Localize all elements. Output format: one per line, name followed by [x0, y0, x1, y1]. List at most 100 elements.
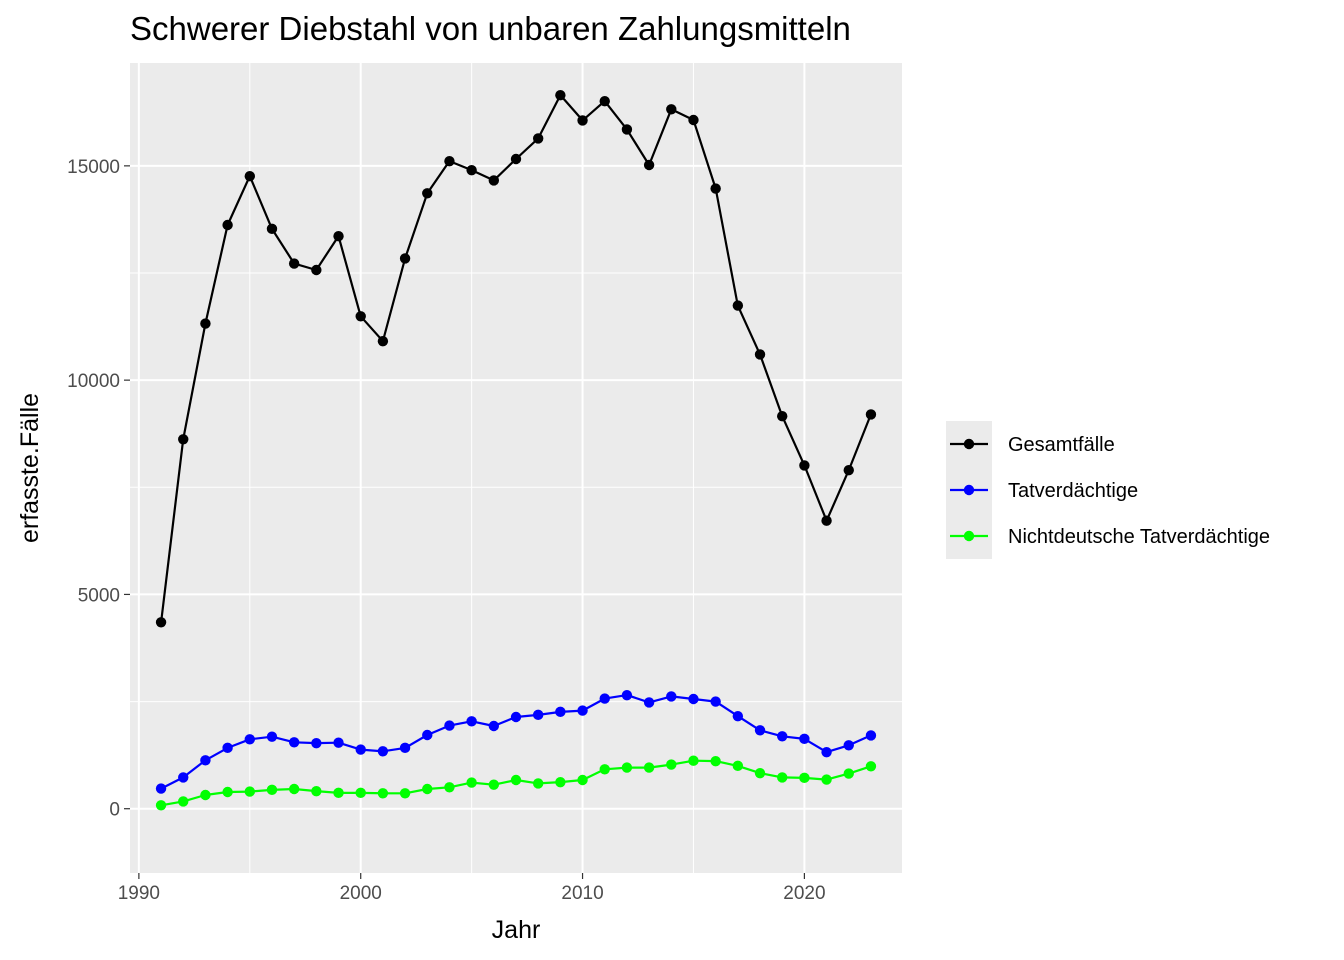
data-point	[799, 733, 810, 745]
y-axis-title: erfasste.Fälle	[16, 393, 44, 543]
data-point	[266, 223, 278, 235]
data-point	[488, 779, 500, 790]
data-point	[555, 706, 566, 718]
data-point	[311, 785, 322, 797]
data-point	[178, 434, 189, 445]
data-point	[155, 800, 167, 811]
data-point	[311, 264, 322, 276]
data-point	[311, 737, 322, 749]
legend-key-point	[963, 530, 975, 542]
data-point	[510, 711, 522, 723]
data-point	[865, 761, 877, 772]
x-tick-label: 2020	[783, 883, 825, 904]
data-point	[244, 170, 255, 182]
data-point	[399, 788, 411, 799]
data-point	[222, 219, 233, 231]
data-point	[222, 786, 233, 798]
data-point	[178, 772, 189, 783]
data-point	[266, 784, 278, 796]
y-tick-label: 0	[109, 800, 120, 821]
data-point	[599, 95, 610, 107]
data-point	[799, 772, 810, 784]
legend: Gesamtfälle Tatverdächtige Nichtdeutsche T…	[946, 421, 1270, 559]
legend-label: Nichtdeutsche Tatverdächtige	[1008, 526, 1270, 548]
series-layer	[155, 89, 877, 811]
data-point	[244, 786, 255, 797]
data-point	[643, 762, 655, 773]
data-point	[178, 796, 189, 807]
data-point	[333, 737, 344, 748]
data-point	[377, 788, 389, 799]
data-point	[488, 175, 500, 186]
data-point	[821, 515, 832, 526]
data-point	[155, 617, 167, 628]
data-point	[732, 760, 744, 772]
data-point	[444, 782, 455, 793]
data-point	[754, 767, 766, 779]
data-point	[710, 183, 721, 194]
data-point	[599, 693, 610, 704]
data-point	[799, 460, 810, 471]
legend-key-point	[963, 484, 975, 496]
data-point	[666, 104, 677, 115]
data-point	[621, 762, 633, 773]
data-point	[688, 693, 699, 705]
x-axis: 1990 2000 2010 2020	[118, 873, 826, 904]
data-point	[688, 114, 699, 126]
data-point	[643, 697, 655, 708]
data-point	[754, 349, 766, 360]
data-point	[266, 731, 278, 742]
data-point	[510, 153, 522, 165]
data-point	[333, 230, 344, 242]
x-tick-label: 2000	[340, 883, 382, 904]
chart-title: Schwerer Diebstahl von unbaren Zahlungsm…	[130, 10, 851, 47]
data-point	[732, 300, 744, 311]
data-point	[488, 720, 500, 732]
data-point	[288, 258, 300, 269]
y-axis: 0 5000 10000 15000	[67, 157, 130, 821]
data-point	[222, 742, 233, 754]
data-point	[510, 774, 522, 786]
data-point	[621, 124, 633, 135]
data-point	[200, 318, 211, 329]
data-point	[710, 755, 721, 767]
data-point	[777, 772, 788, 783]
legend-label: Gesamtfälle	[1008, 434, 1115, 456]
data-point	[288, 783, 300, 795]
data-point	[355, 787, 366, 799]
data-point	[532, 778, 544, 789]
data-point	[244, 734, 255, 745]
data-point	[200, 789, 211, 801]
data-point	[821, 774, 832, 785]
data-point	[666, 691, 677, 702]
data-point	[422, 783, 433, 795]
data-point	[155, 783, 167, 794]
data-point	[377, 746, 389, 757]
data-point	[599, 764, 610, 775]
data-point	[843, 464, 854, 476]
data-point	[399, 742, 411, 754]
legend-label: Tatverdächtige	[1008, 480, 1138, 502]
data-point	[532, 133, 544, 144]
data-point	[444, 720, 455, 731]
data-point	[422, 729, 433, 741]
data-point	[355, 744, 366, 755]
series-group	[155, 755, 877, 811]
data-point	[577, 705, 588, 716]
data-point	[444, 155, 455, 167]
data-point	[821, 746, 832, 758]
x-tick-label: 2010	[561, 883, 603, 904]
data-point	[577, 115, 588, 126]
y-tick-label: 10000	[67, 371, 120, 392]
data-point	[688, 755, 699, 766]
data-point	[710, 696, 721, 707]
data-point	[532, 709, 544, 721]
data-point	[466, 164, 477, 176]
data-point	[466, 716, 477, 727]
y-tick-label: 5000	[78, 585, 120, 606]
x-tick-label: 1990	[118, 883, 160, 904]
data-point	[466, 777, 477, 788]
data-point	[754, 725, 766, 736]
data-point	[288, 737, 300, 748]
